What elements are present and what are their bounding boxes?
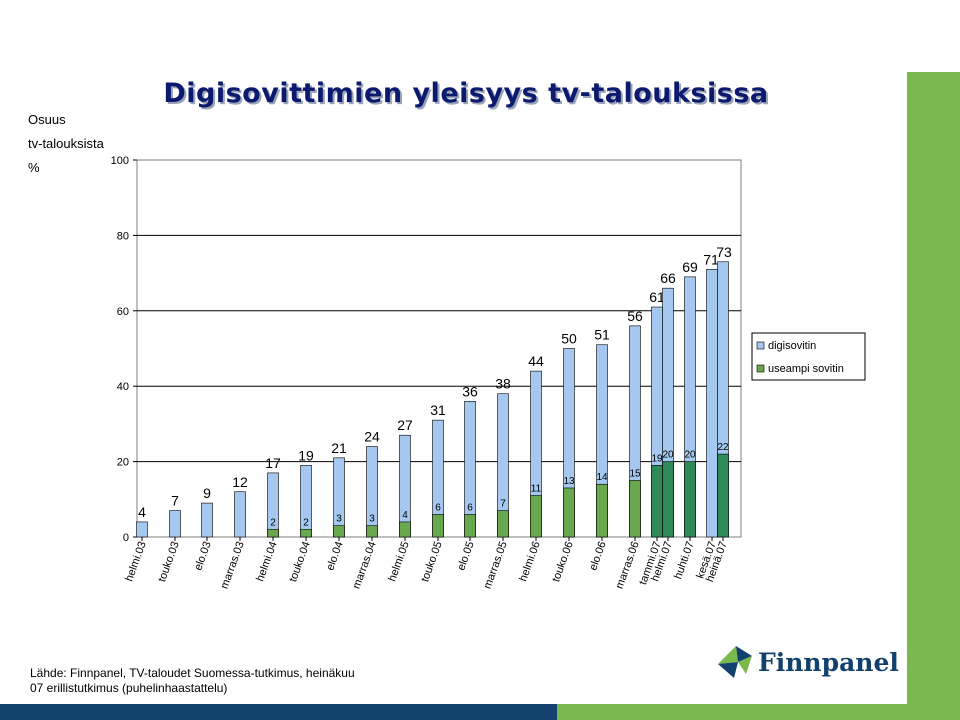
data-label-useampi: 3 (336, 514, 342, 525)
y-tick-label: 100 (111, 155, 129, 167)
x-tick-label: marras.03 (219, 540, 247, 591)
bar-useampi-sovitin (629, 480, 641, 538)
bar-useampi-sovitin (563, 487, 575, 538)
bar-useampi-sovitin (651, 465, 663, 538)
x-tick-label: touko.06 (550, 540, 576, 584)
data-label-digisovitin: 7 (171, 493, 179, 509)
bar-useampi-sovitin (267, 529, 279, 538)
data-label-digisovitin: 71 (703, 251, 719, 267)
y-tick-label: 80 (117, 230, 129, 242)
data-label-useampi: 22 (717, 442, 729, 453)
bar-useampi-sovitin (300, 529, 312, 538)
side-accent-band (907, 72, 960, 720)
x-tick-label: elo.05 (455, 540, 477, 572)
data-label-digisovitin: 27 (397, 417, 413, 433)
legend-swatch-useampi-sovitin (756, 364, 765, 373)
y-axis-label-line1: Osuus (28, 112, 66, 127)
x-tick-label: helmi.05 (386, 540, 411, 583)
y-tick-label: 40 (117, 381, 129, 393)
data-label-digisovitin: 73 (716, 244, 732, 260)
x-tick-label: elo.04 (324, 540, 346, 572)
legend-label-useampi-sovitin: useampi sovitin (768, 363, 844, 375)
x-tick-label: helmi.06 (517, 540, 542, 583)
x-tick-label: touko.05 (419, 540, 445, 584)
bar-useampi-sovitin (662, 461, 674, 538)
bar-useampi-sovitin (530, 495, 542, 538)
data-label-digisovitin: 17 (265, 455, 281, 471)
bar-useampi-sovitin (717, 453, 729, 538)
y-axis-label-line2: tv-talouksista (28, 136, 104, 151)
bar-useampi-sovitin (684, 461, 696, 538)
x-tick-label: helmi.04 (254, 540, 279, 583)
data-label-useampi: 11 (531, 484, 542, 495)
x-tick-label: touko.03 (156, 540, 182, 584)
bar-digisovitin (169, 510, 181, 538)
legend-swatch-digisovitin (756, 341, 765, 350)
legend-box (751, 332, 866, 381)
data-label-digisovitin: 38 (495, 376, 511, 392)
data-label-digisovitin: 21 (331, 440, 347, 456)
data-label-useampi: 6 (467, 502, 473, 513)
bar-digisovitin (333, 457, 345, 538)
finnpanel-logo-icon (718, 646, 752, 678)
data-label-useampi: 2 (270, 517, 276, 528)
bar-digisovitin (234, 491, 246, 538)
x-tick-label: marras.05 (482, 540, 510, 591)
data-label-digisovitin: 66 (660, 270, 676, 286)
data-label-digisovitin: 31 (430, 402, 446, 418)
data-label-useampi: 4 (402, 510, 408, 521)
x-tick-label: huhti.07 (672, 540, 697, 581)
x-tick-label: marras.04 (351, 540, 379, 591)
source-line-2: 07 erillistutkimus (puhelinhaastattelu) (30, 681, 228, 695)
data-label-digisovitin: 61 (649, 289, 665, 305)
data-label-useampi: 14 (596, 472, 608, 483)
y-tick-label: 60 (117, 306, 129, 318)
x-tick-label: elo.03 (192, 540, 214, 572)
logo-text: Finnpanel (758, 648, 899, 677)
data-label-useampi: 15 (629, 468, 641, 479)
data-label-useampi: 19 (651, 453, 663, 464)
bar-useampi-sovitin (366, 525, 378, 538)
data-label-digisovitin: 50 (561, 331, 577, 347)
data-label-useampi: 7 (500, 499, 506, 510)
slide-title: Digisovittimien yleisyys tv-talouksissa (163, 78, 769, 109)
data-label-digisovitin: 51 (594, 327, 610, 343)
data-label-useampi: 20 (662, 450, 674, 461)
bar-digisovitin (136, 521, 148, 538)
x-tick-label: touko.04 (287, 540, 313, 584)
footer-band-navy (0, 704, 557, 720)
source-line-1: Lähde: Finnpanel, TV-taloudet Suomessa-t… (30, 666, 355, 680)
data-label-digisovitin: 56 (627, 308, 643, 324)
x-tick-label: helmi.03 (123, 540, 148, 583)
bar-useampi-sovitin (497, 510, 509, 538)
data-label-useampi: 6 (435, 502, 441, 513)
bar-digisovitin (706, 269, 718, 538)
data-label-digisovitin: 12 (232, 474, 248, 490)
y-axis-label-line3: % (28, 160, 40, 175)
data-label-useampi: 3 (369, 514, 375, 525)
data-label-digisovitin: 24 (364, 429, 380, 445)
data-label-digisovitin: 44 (528, 353, 544, 369)
legend-label-digisovitin: digisovitin (768, 340, 816, 352)
data-label-digisovitin: 4 (138, 504, 146, 520)
data-label-digisovitin: 19 (298, 447, 314, 463)
bar-useampi-sovitin (399, 521, 411, 538)
y-tick-label: 20 (117, 457, 129, 469)
data-label-digisovitin: 69 (682, 259, 698, 275)
data-label-digisovitin: 36 (462, 383, 478, 399)
bar-digisovitin (201, 502, 213, 538)
y-tick-label: 0 (123, 532, 129, 544)
data-label-useampi: 2 (303, 517, 309, 528)
x-tick-label: elo.06 (587, 540, 609, 572)
bar-useampi-sovitin (596, 483, 608, 538)
bar-useampi-sovitin (432, 514, 444, 538)
data-label-digisovitin: 9 (203, 485, 211, 501)
footer-band-green (557, 704, 960, 720)
bar-useampi-sovitin (464, 514, 476, 538)
data-label-useampi: 20 (684, 450, 696, 461)
source-note: Lähde: Finnpanel, TV-taloudet Suomessa-t… (30, 666, 355, 696)
data-label-useampi: 13 (563, 476, 575, 487)
bar-useampi-sovitin (333, 525, 345, 538)
